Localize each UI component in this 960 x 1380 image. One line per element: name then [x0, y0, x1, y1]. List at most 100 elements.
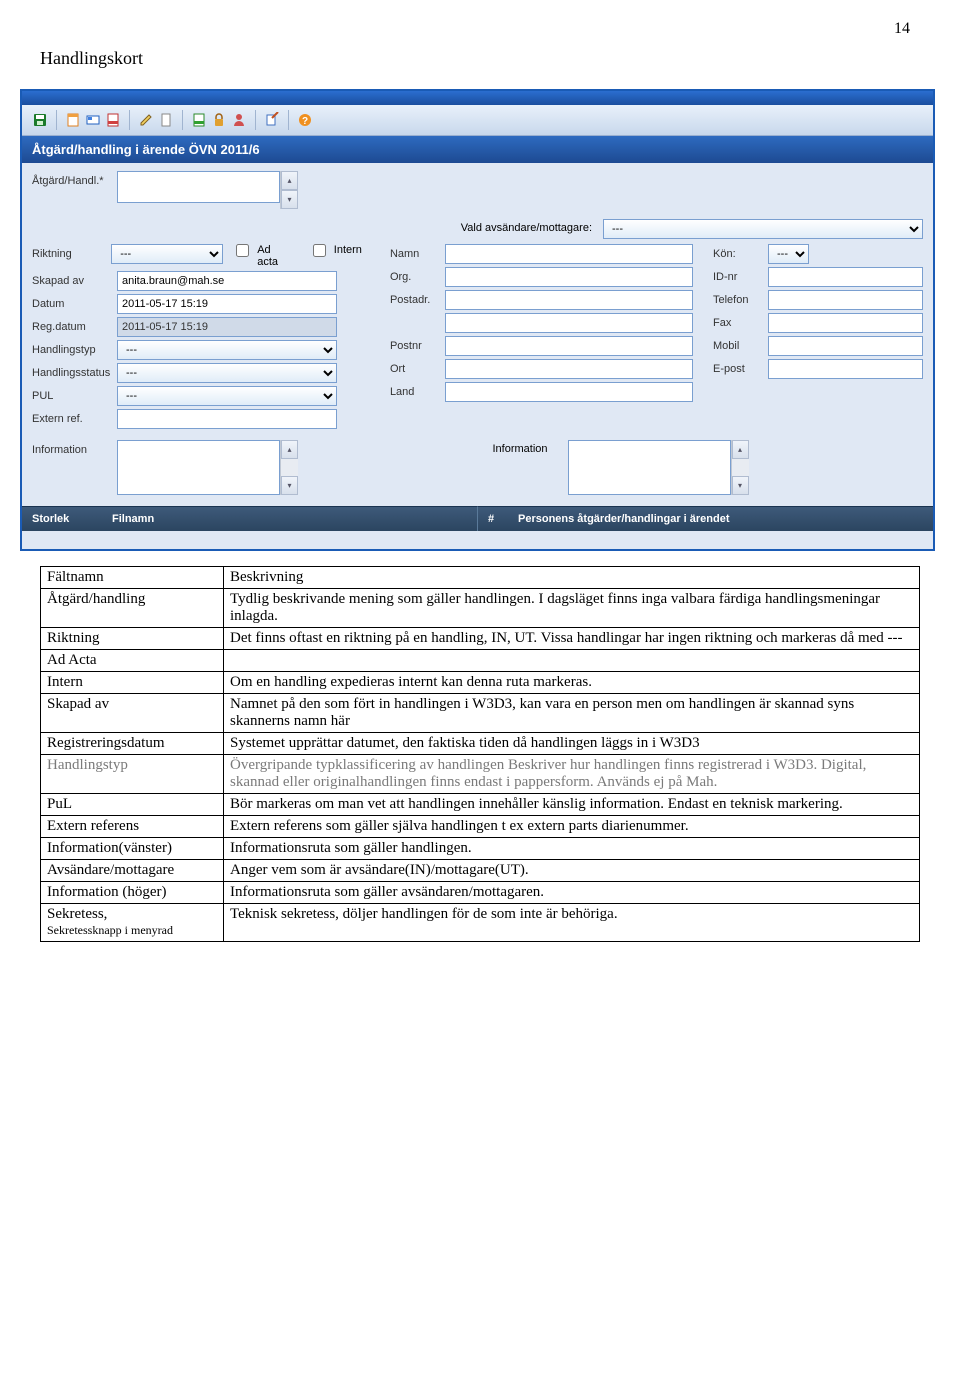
skapad-input[interactable] — [117, 271, 337, 291]
telefon-input[interactable] — [768, 290, 923, 310]
table-row-fieldname: Registreringsdatum — [41, 733, 224, 755]
table-row-fieldname: Skapad av — [41, 694, 224, 733]
toolbar: ? — [22, 105, 933, 136]
label-externref: Extern ref. — [32, 409, 112, 425]
label-atgard: Åtgärd/Handl.* — [32, 171, 112, 187]
intern-checkbox[interactable] — [313, 244, 326, 257]
label-namn: Namn — [390, 244, 440, 260]
label-postnr: Postnr — [390, 336, 440, 352]
table-row-fieldname: Åtgärd/handling — [41, 589, 224, 628]
scroll-up-icon[interactable]: ▴ — [281, 440, 298, 459]
datum-input[interactable] — [117, 294, 337, 314]
scroll-up-icon[interactable]: ▴ — [732, 440, 749, 459]
epost-input[interactable] — [768, 359, 923, 379]
dark-header-left: Storlek Filnamn — [22, 506, 477, 531]
header-filnamn: Filnamn — [112, 513, 467, 525]
table-header-c2: Beskrivning — [224, 567, 920, 589]
table-row-fieldname: Sekretess,Sekretessknapp i menyrad — [41, 904, 224, 942]
kon-select[interactable]: --- — [768, 244, 809, 264]
table-row-description: Bör markeras om man vet att handlingen i… — [224, 794, 920, 816]
table-header-c1: Fältnamn — [41, 567, 224, 589]
vald-select[interactable]: --- — [603, 219, 923, 239]
person-icon[interactable] — [231, 112, 247, 128]
label-ort: Ort — [390, 359, 440, 375]
label-riktning: Riktning — [32, 244, 106, 260]
table-row-description: Teknisk sekretess, döljer handlingen för… — [224, 904, 920, 942]
table-row-description: Informationsruta som gäller avsändaren/m… — [224, 882, 920, 904]
label-adacta: Ad acta — [257, 244, 292, 268]
riktning-select[interactable]: --- — [111, 244, 223, 264]
fax-input[interactable] — [768, 313, 923, 333]
table-row-description: Tydlig beskrivande mening som gäller han… — [224, 589, 920, 628]
doc-orange-icon[interactable] — [65, 112, 81, 128]
scroll-up-icon[interactable]: ▴ — [281, 171, 298, 190]
lock-icon[interactable] — [211, 112, 227, 128]
edit2-icon[interactable] — [264, 112, 280, 128]
label-information-right: Information — [493, 440, 563, 455]
table-row-description: Namnet på den som fört in handlingen i W… — [224, 694, 920, 733]
table-row-description — [224, 650, 920, 672]
app-window: ? Åtgärd/handling i ärende ÖVN 2011/6 Åt… — [20, 89, 935, 551]
table-row-description: Övergripande typklassificering av handli… — [224, 755, 920, 794]
label-kon: Kön: — [713, 244, 763, 260]
doc-red-icon[interactable] — [105, 112, 121, 128]
label-epost: E-post — [713, 359, 763, 375]
land-input[interactable] — [445, 382, 693, 402]
label-regdatum: Reg.datum — [32, 317, 112, 333]
label-pul: PUL — [32, 386, 112, 402]
svg-text:?: ? — [302, 116, 308, 127]
scroll-down-icon[interactable]: ▾ — [281, 190, 298, 209]
doc-green-icon[interactable] — [191, 112, 207, 128]
table-row-fieldname: Extern referens — [41, 816, 224, 838]
adacta-checkbox[interactable] — [236, 244, 249, 257]
postadr-input[interactable] — [445, 290, 693, 310]
scroll-down-icon[interactable]: ▾ — [732, 476, 749, 495]
label-land: Land — [390, 382, 440, 398]
pul-select[interactable]: --- — [117, 386, 337, 406]
namn-input[interactable] — [445, 244, 693, 264]
postadr2-input[interactable] — [445, 313, 693, 333]
information-right-input[interactable] — [568, 440, 731, 495]
toolbar-separator — [182, 110, 183, 130]
table-row-fieldname: Information(vänster) — [41, 838, 224, 860]
org-input[interactable] — [445, 267, 693, 287]
table-row-fieldname: Intern — [41, 672, 224, 694]
ort-input[interactable] — [445, 359, 693, 379]
card-icon[interactable] — [85, 112, 101, 128]
label-datum: Datum — [32, 294, 112, 310]
table-row-fieldname: Avsändare/mottagare — [41, 860, 224, 882]
toolbar-separator — [56, 110, 57, 130]
atgard-input[interactable] — [117, 171, 280, 203]
externref-input[interactable] — [117, 409, 337, 429]
toolbar-separator — [288, 110, 289, 130]
label-vald: Vald avsändare/mottagare: — [461, 219, 592, 234]
table-row-description: Anger vem som är avsändare(IN)/mottagare… — [224, 860, 920, 882]
idnr-input[interactable] — [768, 267, 923, 287]
label-fax: Fax — [713, 313, 763, 329]
label-idnr: ID-nr — [713, 267, 763, 283]
table-row-description: Systemet upprättar datumet, den faktiska… — [224, 733, 920, 755]
mobil-input[interactable] — [768, 336, 923, 356]
window-title: Åtgärd/handling i ärende ÖVN 2011/6 — [22, 136, 933, 163]
scrollbar[interactable]: ▴ ▾ — [280, 171, 298, 209]
information-left-input[interactable] — [117, 440, 280, 495]
scroll-down-icon[interactable]: ▾ — [281, 476, 298, 495]
handlingsstatus-select[interactable]: --- — [117, 363, 337, 383]
label-handlingstyp: Handlingstyp — [32, 340, 112, 356]
table-row-description: Informationsruta som gäller handlingen. — [224, 838, 920, 860]
edit-icon[interactable] — [138, 112, 154, 128]
header-personens: Personens åtgärder/handlingar i ärendet — [518, 513, 730, 525]
save-icon[interactable] — [32, 112, 48, 128]
label-intern: Intern — [334, 244, 362, 256]
form-area: Åtgärd/Handl.* ▴ ▾ Vald avsändare/mottag… — [22, 163, 933, 506]
toolbar-separator — [255, 110, 256, 130]
help-icon[interactable]: ? — [297, 112, 313, 128]
handlingstyp-select[interactable]: --- — [117, 340, 337, 360]
postnr-input[interactable] — [445, 336, 693, 356]
doc-plain-icon[interactable] — [158, 112, 174, 128]
regdatum-input — [117, 317, 337, 337]
scrollbar[interactable]: ▴ ▾ — [731, 440, 749, 495]
table-row-description: Extern referens som gäller själva handli… — [224, 816, 920, 838]
scrollbar[interactable]: ▴ ▾ — [280, 440, 298, 495]
table-row-description: Det finns oftast en riktning på en handl… — [224, 628, 920, 650]
